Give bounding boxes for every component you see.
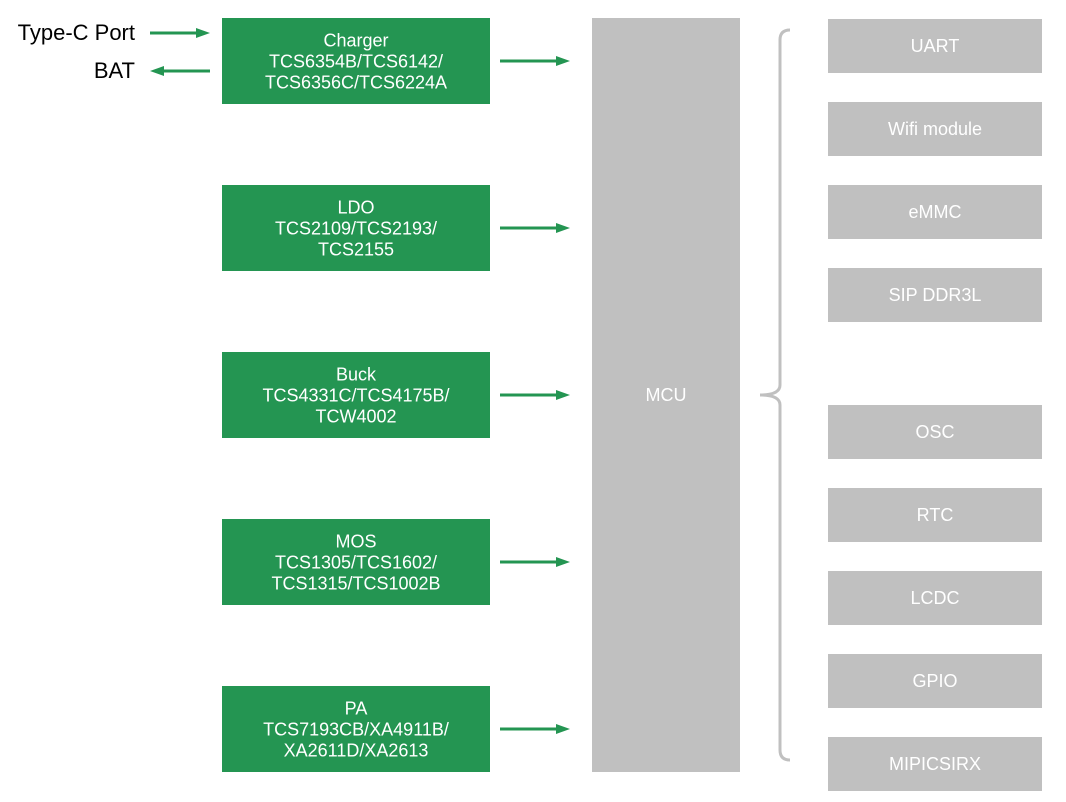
block-label: TCS1315/TCS1002B: [271, 573, 440, 593]
block-label: TCS4331C/TCS4175B/: [262, 385, 449, 405]
block-label: Buck: [336, 364, 377, 384]
block-label: SIP DDR3L: [889, 285, 982, 305]
block-label: MIPICSIRX: [889, 754, 981, 774]
diagram-canvas: Type-C Port BAT ChargerTCS6354B/TCS6142/TC…: [0, 0, 1066, 802]
block-label: TCW4002: [315, 406, 396, 426]
block-label: TCS6356C/TCS6224A: [265, 72, 447, 92]
block-label: MOS: [335, 531, 376, 551]
block-label: LDO: [337, 197, 374, 217]
side-label: BAT: [94, 58, 135, 83]
side-label: Type-C Port: [18, 20, 135, 45]
block-label: LCDC: [910, 588, 959, 608]
block-label: Wifi module: [888, 119, 982, 139]
block-label: TCS6354B/TCS6142/: [269, 51, 443, 71]
block-label: UART: [911, 36, 960, 56]
block-label: TCS2155: [318, 239, 394, 259]
block-label: Charger: [323, 30, 388, 50]
block-label: PA: [345, 698, 368, 718]
mcu-label: MCU: [646, 385, 687, 405]
block-label: TCS2109/TCS2193/: [275, 218, 437, 238]
block-label: TCS7193CB/XA4911B/: [263, 719, 449, 739]
block-label: eMMC: [909, 202, 962, 222]
brace-icon: [760, 30, 790, 760]
block-label: RTC: [917, 505, 954, 525]
block-label: XA2611D/XA2613: [284, 740, 429, 760]
block-label: GPIO: [912, 671, 957, 691]
block-label: TCS1305/TCS1602/: [275, 552, 437, 572]
block-label: OSC: [915, 422, 954, 442]
